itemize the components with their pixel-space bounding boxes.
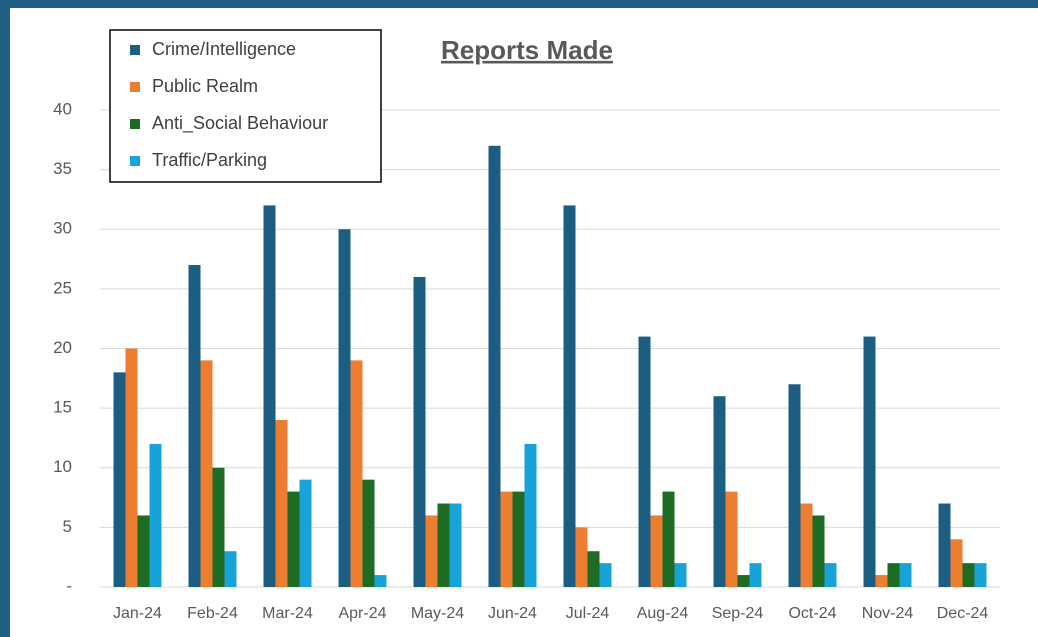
bar: [563, 205, 576, 587]
bar: [224, 551, 237, 587]
x-tick-label: Feb-24: [187, 605, 238, 622]
legend-label: Anti_Social Behaviour: [152, 113, 328, 134]
legend-label: Traffic/Parking: [152, 150, 267, 170]
bar: [524, 443, 537, 587]
bar: [575, 527, 588, 587]
bar: [899, 563, 912, 587]
x-tick-label: Mar-24: [262, 605, 313, 622]
bar: [788, 384, 801, 587]
y-tick-label: 20: [53, 338, 72, 357]
y-tick-label: 25: [53, 278, 72, 297]
bar: [188, 265, 201, 587]
bar: [824, 563, 837, 587]
bar: [674, 563, 687, 587]
bar: [737, 575, 750, 587]
chart-title: Reports Made: [441, 35, 613, 65]
x-tick-label: Aug-24: [637, 605, 689, 622]
bar: [275, 420, 288, 587]
bar: [263, 205, 276, 587]
y-tick-label: 15: [53, 398, 72, 417]
bar: [350, 360, 363, 587]
bar: [887, 563, 900, 587]
bar: [638, 336, 651, 587]
bar: [713, 396, 726, 587]
bar: [413, 276, 426, 587]
y-tick-label: -: [66, 576, 72, 595]
legend-label: Crime/Intelligence: [152, 39, 296, 59]
bar: [425, 515, 438, 587]
bar: [299, 479, 312, 587]
bar: [500, 491, 513, 587]
bar: [113, 372, 126, 587]
bar: [974, 563, 987, 587]
bar: [662, 491, 675, 587]
bar: [599, 563, 612, 587]
x-tick-label: May-24: [411, 605, 464, 622]
bar: [812, 515, 825, 587]
bar: [449, 503, 462, 587]
y-tick-label: 35: [53, 159, 72, 178]
bar: [149, 443, 162, 587]
y-tick-label: 40: [53, 99, 72, 118]
x-tick-label: Sep-24: [712, 605, 764, 622]
x-tick-label: Oct-24: [788, 605, 836, 622]
bar: [488, 145, 501, 587]
bar: [362, 479, 375, 587]
bar: [650, 515, 663, 587]
bar: [800, 503, 813, 587]
bar: [749, 563, 762, 587]
bar: [950, 539, 963, 587]
bar: [863, 336, 876, 587]
bar: [338, 229, 351, 587]
bar: [938, 503, 951, 587]
x-tick-label: Nov-24: [862, 605, 914, 622]
x-tick-label: Jul-24: [566, 605, 610, 622]
bar: [212, 467, 225, 587]
bar: [137, 515, 150, 587]
x-tick-label: Apr-24: [338, 605, 386, 622]
bar: [125, 348, 138, 587]
bar: [725, 491, 738, 587]
legend-swatch: [130, 156, 140, 166]
bar: [512, 491, 525, 587]
y-tick-label: 5: [63, 517, 72, 536]
bar: [287, 491, 300, 587]
legend-label: Public Realm: [152, 76, 258, 96]
y-tick-label: 30: [53, 219, 72, 238]
bar: [200, 360, 213, 587]
bar: [374, 575, 387, 587]
y-tick-label: 10: [53, 457, 72, 476]
bar: [437, 503, 450, 587]
bar: [962, 563, 975, 587]
bar: [587, 551, 600, 587]
bar: [875, 575, 888, 587]
legend-swatch: [130, 82, 140, 92]
legend-swatch: [130, 45, 140, 55]
x-tick-label: Jan-24: [113, 605, 162, 622]
legend-swatch: [130, 119, 140, 129]
x-tick-label: Dec-24: [937, 605, 989, 622]
legend-box: [109, 29, 382, 183]
x-tick-label: Jun-24: [488, 605, 537, 622]
